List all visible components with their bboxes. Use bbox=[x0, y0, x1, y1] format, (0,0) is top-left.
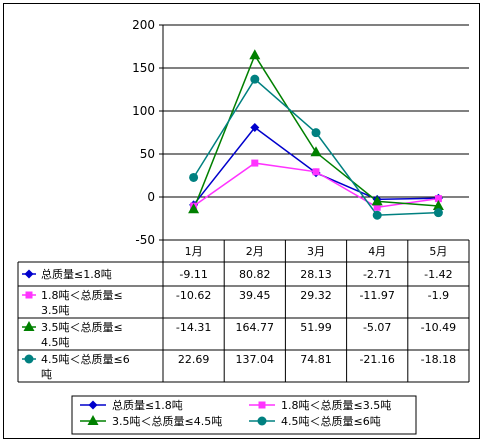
data-value-label: 28.13 bbox=[300, 268, 332, 281]
y-tick-label: 200 bbox=[132, 18, 155, 32]
data-point bbox=[189, 172, 199, 182]
data-value-label: -9.11 bbox=[179, 268, 207, 281]
table-row-label: 3.5吨 bbox=[41, 304, 70, 317]
table-row-label: 4.5吨 bbox=[41, 336, 70, 349]
data-point bbox=[310, 146, 322, 157]
data-value-label: -2.71 bbox=[363, 268, 391, 281]
data-point bbox=[258, 401, 266, 409]
data-point bbox=[250, 74, 260, 84]
legend-label: 3.5吨＜总质量≤4.5吨 bbox=[112, 414, 222, 428]
table-row-label: 4.5吨＜总质量≤6 bbox=[41, 352, 130, 366]
y-tick-label: 50 bbox=[140, 147, 155, 161]
legend-label: 4.5吨＜总质量≤6吨 bbox=[281, 414, 381, 428]
data-value-label: -11.97 bbox=[359, 289, 394, 302]
data-value-label: 39.45 bbox=[239, 289, 271, 302]
table-row-label: 3.5吨＜总质量≤ bbox=[41, 320, 123, 334]
data-point bbox=[25, 291, 33, 299]
data-value-label: -18.18 bbox=[421, 353, 456, 366]
data-value-label: -21.16 bbox=[359, 353, 394, 366]
data-value-label: 22.69 bbox=[178, 353, 210, 366]
data-point bbox=[188, 203, 200, 214]
table-row-label: 总质量≤1.8吨 bbox=[41, 267, 112, 281]
data-point bbox=[249, 49, 261, 60]
data-point bbox=[24, 269, 34, 279]
y-tick-label: 100 bbox=[132, 104, 155, 118]
data-point bbox=[433, 208, 443, 218]
data-point bbox=[311, 128, 321, 138]
data-value-label: 51.99 bbox=[300, 321, 332, 334]
legend-box bbox=[71, 395, 417, 435]
data-point bbox=[432, 200, 444, 211]
y-tick-label: -50 bbox=[135, 233, 155, 247]
legend-label: 总质量≤1.8吨 bbox=[112, 398, 183, 412]
data-point bbox=[88, 400, 98, 410]
data-value-label: 137.04 bbox=[236, 353, 275, 366]
table-row-label: 1.8吨＜总质量≤ bbox=[41, 288, 123, 302]
x-category-label: 1月 bbox=[185, 245, 203, 258]
data-value-label: 164.77 bbox=[236, 321, 275, 334]
data-point bbox=[371, 195, 383, 206]
data-value-label: -1.9 bbox=[428, 289, 449, 302]
x-category-label: 2月 bbox=[246, 245, 264, 258]
x-category-label: 5月 bbox=[429, 245, 447, 258]
data-value-label: -1.42 bbox=[424, 268, 452, 281]
data-point bbox=[24, 354, 34, 364]
data-point bbox=[87, 415, 99, 425]
data-value-label: -14.31 bbox=[176, 321, 211, 334]
chart-frame bbox=[3, 3, 480, 439]
legend-label: 1.8吨＜总质量≤3.5吨 bbox=[281, 398, 391, 412]
data-point bbox=[312, 168, 320, 176]
data-point bbox=[372, 210, 382, 220]
data-point bbox=[257, 416, 267, 426]
data-point bbox=[251, 159, 259, 167]
data-value-label: 29.32 bbox=[300, 289, 332, 302]
data-value-label: -5.07 bbox=[363, 321, 391, 334]
data-point bbox=[250, 122, 260, 132]
x-category-label: 3月 bbox=[307, 245, 325, 258]
data-value-label: -10.49 bbox=[421, 321, 456, 334]
series-line bbox=[193, 126, 439, 206]
y-tick-label: 150 bbox=[132, 61, 155, 75]
data-point bbox=[434, 195, 442, 203]
data-point bbox=[373, 203, 381, 211]
table-row-label: 吨 bbox=[41, 368, 52, 381]
y-tick-label: 0 bbox=[147, 190, 155, 204]
data-point bbox=[23, 321, 35, 331]
data-value-label: 80.82 bbox=[239, 268, 271, 281]
data-value-label: -10.62 bbox=[176, 289, 211, 302]
data-value-label: 74.81 bbox=[300, 353, 332, 366]
x-category-label: 4月 bbox=[368, 245, 386, 258]
